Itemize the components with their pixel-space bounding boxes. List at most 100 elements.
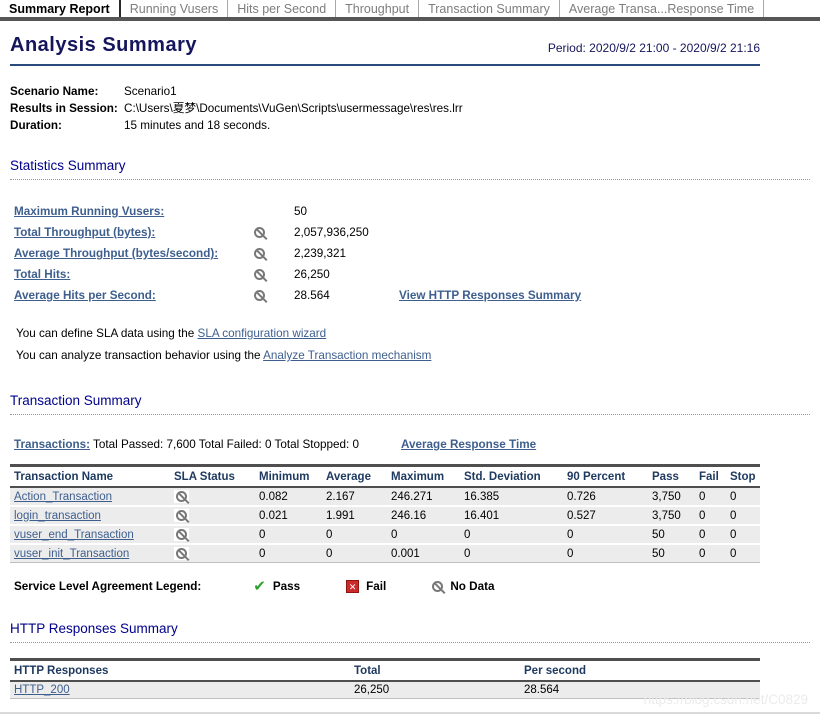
stat-row-max-vusers: Maximum Running Vusers: 50 (10, 201, 810, 222)
transaction-table: Transaction Name SLA Status Minimum Aver… (10, 464, 760, 563)
cell-minimum: 0 (255, 525, 322, 545)
http-responses-summary-heading: HTTP Responses Summary (10, 621, 810, 643)
report-tab-bar: Summary Report Running Vusers Hits per S… (0, 0, 820, 21)
page-title: Analysis Summary (10, 34, 197, 56)
results-session-value: C:\Users\夏梦\Documents\VuGen\Scripts\user… (124, 102, 463, 115)
cell-average: 0 (322, 525, 387, 545)
no-data-icon (432, 581, 444, 592)
sla-legend-label: Service Level Agreement Legend: (14, 580, 202, 593)
analyze-transaction-line: You can analyze transaction behavior usi… (16, 345, 810, 367)
cell-stop: 0 (726, 487, 760, 507)
fail-x-icon: ✕ (346, 580, 360, 593)
results-session-label: Results in Session: (10, 102, 118, 115)
legend-pass: ✔ Pass (253, 579, 301, 594)
col-per-second: Per second (520, 659, 760, 682)
cell-std-deviation: 16.401 (460, 506, 563, 526)
scenario-name-label: Scenario Name: (10, 85, 99, 98)
tab-running-vusers[interactable]: Running Vusers (121, 0, 229, 17)
legend-pass-label: Pass (272, 580, 301, 593)
no-data-icon (254, 248, 265, 260)
statistics-rows: Maximum Running Vusers: 50 Total Through… (10, 201, 810, 306)
analyze-transaction-mechanism-link[interactable]: Analyze Transaction mechanism (263, 349, 432, 362)
no-data-icon (254, 290, 265, 302)
col-average: Average (322, 465, 387, 488)
cell-total: 26,250 (350, 681, 520, 699)
col-sla-status: SLA Status (170, 465, 255, 488)
total-throughput-value: 2,057,936,250 (294, 226, 369, 239)
table-row: vuser_init_Transaction 0 0 0.001 0 0 50 … (10, 544, 760, 563)
max-running-vusers-link[interactable]: Maximum Running Vusers: (14, 205, 165, 218)
cell-fail: 0 (695, 487, 726, 507)
analyze-prefix: You can analyze transaction behavior usi… (16, 349, 264, 362)
cell-std-deviation: 16.385 (460, 487, 563, 507)
tab-hits-per-second[interactable]: Hits per Second (228, 0, 337, 17)
cell-minimum: 0.082 (255, 487, 322, 507)
transactions-totals-text: Total Passed: 7,600 Total Failed: 0 Tota… (90, 438, 359, 451)
transactions-link[interactable]: Transactions: (14, 438, 90, 451)
cell-minimum: 0.021 (255, 506, 322, 526)
cell-minimum: 0 (255, 544, 322, 563)
table-row: vuser_end_Transaction 0 0 0 0 0 50 0 0 (10, 525, 760, 545)
cell-average: 2.167 (322, 487, 387, 507)
stat-row-avg-throughput: Average Throughput (bytes/second): 2,239… (10, 243, 810, 264)
average-hits-value: 28.564 (294, 289, 330, 302)
duration-value: 15 minutes and 18 seconds. (124, 119, 271, 132)
transactions-totals-line: Transactions: Total Passed: 7,600 Total … (14, 438, 810, 451)
statistics-summary-heading: Statistics Summary (10, 158, 810, 180)
cell-90-percent: 0.527 (563, 506, 648, 526)
average-response-time-link[interactable]: Average Response Time (401, 438, 537, 451)
no-data-icon (254, 227, 265, 239)
cell-average: 1.991 (322, 506, 387, 526)
duration-label: Duration: (10, 119, 62, 132)
cell-90-percent: 0.726 (563, 487, 648, 507)
col-90-percent: 90 Percent (563, 465, 648, 488)
stat-row-avg-hits: Average Hits per Second: 28.564 View HTT… (10, 285, 810, 306)
no-data-icon (176, 529, 187, 541)
transaction-link[interactable]: login_transaction (14, 509, 101, 522)
transaction-link[interactable]: vuser_end_Transaction (14, 528, 134, 541)
legend-no-data-label: No Data (450, 580, 495, 593)
tab-average-transaction-response-time[interactable]: Average Transa...Response Time (560, 0, 765, 17)
sla-configuration-wizard-link[interactable]: SLA configuration wizard (197, 327, 327, 340)
average-throughput-link[interactable]: Average Throughput (bytes/second): (14, 247, 219, 260)
transaction-link[interactable]: vuser_init_Transaction (14, 547, 130, 560)
max-running-vusers-value: 50 (294, 205, 308, 218)
cell-90-percent: 0 (563, 544, 648, 563)
http-table-header-row: HTTP Responses Total Per second (10, 659, 760, 682)
sla-define-line: You can define SLA data using the SLA co… (16, 323, 810, 345)
col-std-deviation: Std. Deviation (460, 465, 563, 488)
duration-row: Duration: 15 minutes and 18 seconds. (10, 117, 810, 134)
average-hits-link[interactable]: Average Hits per Second: (14, 289, 156, 302)
cell-stop: 0 (726, 525, 760, 545)
http-200-link[interactable]: HTTP_200 (14, 684, 70, 696)
legend-fail-label: Fail (366, 580, 387, 593)
view-http-responses-link[interactable]: View HTTP Responses Summary (399, 289, 582, 302)
tab-throughput[interactable]: Throughput (336, 0, 420, 17)
col-total: Total (350, 659, 520, 682)
sla-help-text: You can define SLA data using the SLA co… (10, 323, 810, 367)
cell-pass: 50 (648, 525, 695, 545)
transaction-link[interactable]: Action_Transaction (14, 490, 113, 503)
total-hits-link[interactable]: Total Hits: (14, 268, 71, 281)
table-row: login_transaction 0.021 1.991 246.16 16.… (10, 506, 760, 526)
tab-transaction-summary[interactable]: Transaction Summary (419, 0, 560, 17)
scenario-info: Scenario Name: Scenario1 Results in Sess… (10, 83, 810, 134)
scenario-name-value: Scenario1 (124, 85, 177, 98)
cell-fail: 0 (695, 525, 726, 545)
csdn-watermark: https://blog.csdn.net/C0829 (643, 692, 808, 707)
report-period: Period: 2020/9/2 21:00 - 2020/9/2 21:16 (547, 41, 760, 55)
tab-summary-report[interactable]: Summary Report (0, 0, 121, 17)
total-throughput-link[interactable]: Total Throughput (bytes): (14, 226, 156, 239)
transaction-table-header-row: Transaction Name SLA Status Minimum Aver… (10, 465, 760, 488)
cell-pass: 3,750 (648, 506, 695, 526)
sla-define-prefix: You can define SLA data using the (16, 327, 198, 340)
http-responses-table: HTTP Responses Total Per second HTTP_200… (10, 658, 760, 699)
results-session-row: Results in Session: C:\Users\夏梦\Document… (10, 100, 810, 117)
cell-std-deviation: 0 (460, 525, 563, 545)
cell-90-percent: 0 (563, 525, 648, 545)
cell-pass: 3,750 (648, 487, 695, 507)
col-minimum: Minimum (255, 465, 322, 488)
cell-average: 0 (322, 544, 387, 563)
total-hits-value: 26,250 (294, 268, 330, 281)
no-data-icon (176, 548, 187, 560)
